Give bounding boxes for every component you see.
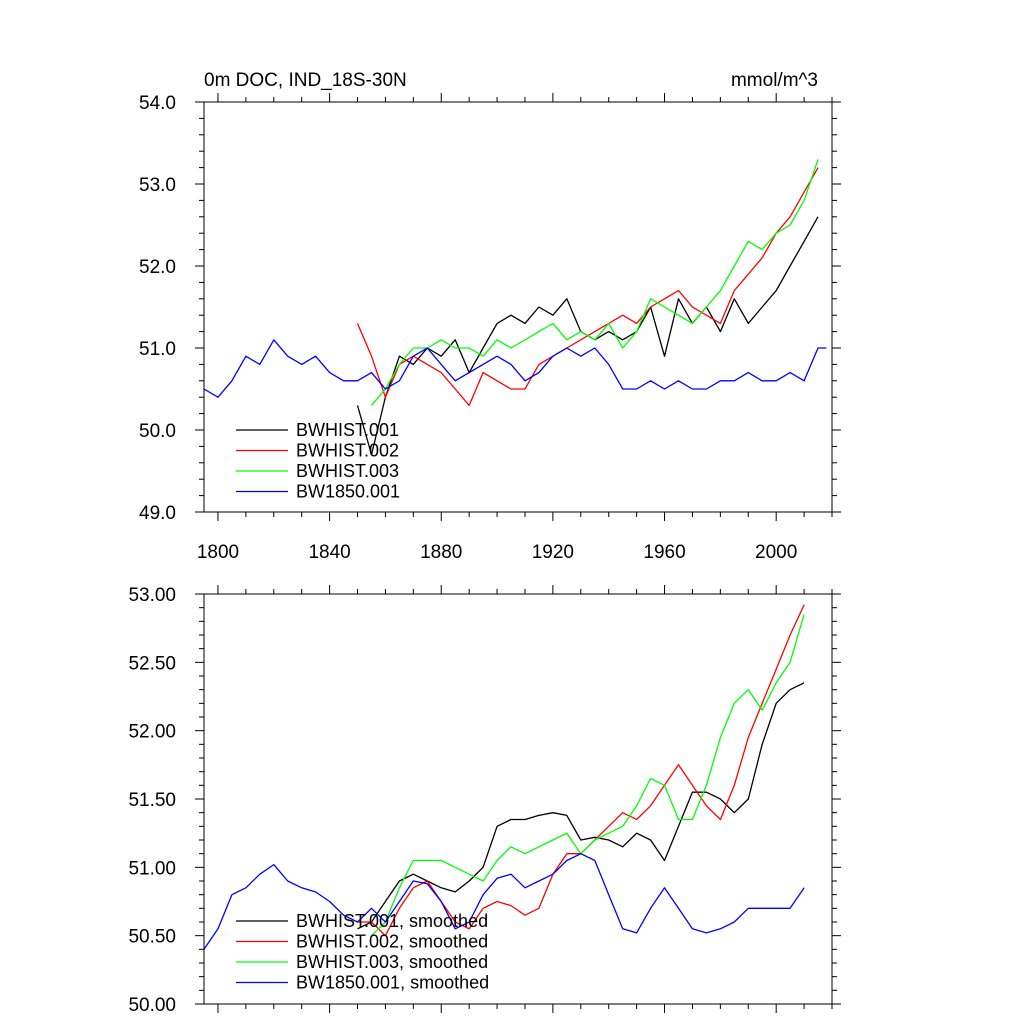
legend-entry: BW1850.001, smoothed <box>296 973 489 993</box>
series-line-4 <box>203 853 805 950</box>
chart-title: 0m DOC, IND_18S-30N <box>204 70 407 91</box>
y-tick-label: 52.0 <box>139 257 176 278</box>
legend-entry: BW1850.001 <box>296 482 400 502</box>
legend-entry: BWHIST.002, smoothed <box>296 932 488 952</box>
y-tick-label: 49.0 <box>139 503 176 524</box>
series-line-1 <box>357 682 805 930</box>
y-tick-label: 53.0 <box>139 175 176 196</box>
top-panel: 0m DOC, IND_18S-30N mmol/m^3 1800 1840 188… <box>139 70 841 563</box>
y-tick-label: 50.0 <box>139 421 176 442</box>
legend-entry: BWHIST.001 <box>296 420 399 440</box>
legend-entry: BWHIST.001, smoothed <box>296 911 488 931</box>
plot-frame <box>203 101 833 513</box>
series-line-4 <box>203 339 827 398</box>
legend-entry: BWHIST.003 <box>296 461 399 481</box>
x-tick-label: 1960 <box>643 542 685 563</box>
series-line-3 <box>371 159 819 406</box>
x-tick-label: 1840 <box>308 542 350 563</box>
y-tick-label: 51.50 <box>128 790 176 811</box>
x-tick-label: 1920 <box>532 542 574 563</box>
series-line-2 <box>357 604 805 937</box>
y-tick-label: 50.00 <box>128 995 176 1016</box>
series-line-2 <box>356 167 819 407</box>
x-tick-label: 2000 <box>755 542 797 563</box>
y-tick-label: 54.0 <box>139 93 176 114</box>
y-tick-label: 52.50 <box>128 653 176 674</box>
y-tick-label: 51.0 <box>139 339 176 360</box>
y-tick-label: 53.00 <box>128 585 176 606</box>
x-tick-label: 1880 <box>420 542 462 563</box>
y-tick-label: 50.50 <box>128 927 176 948</box>
unit-label: mmol/m^3 <box>731 70 818 91</box>
y-tick-label: 52.00 <box>128 722 176 743</box>
series-line-3 <box>371 614 805 937</box>
y-tick-label: 51.00 <box>128 858 176 879</box>
x-tick-label: 1800 <box>197 542 239 563</box>
legend-entry: BWHIST.002 <box>296 441 399 461</box>
legend-entry: BWHIST.003, smoothed <box>296 952 488 972</box>
bottom-panel: 50.00 50.50 51.00 51.50 52.00 52.50 53.00 BWHIS… <box>128 585 841 1016</box>
